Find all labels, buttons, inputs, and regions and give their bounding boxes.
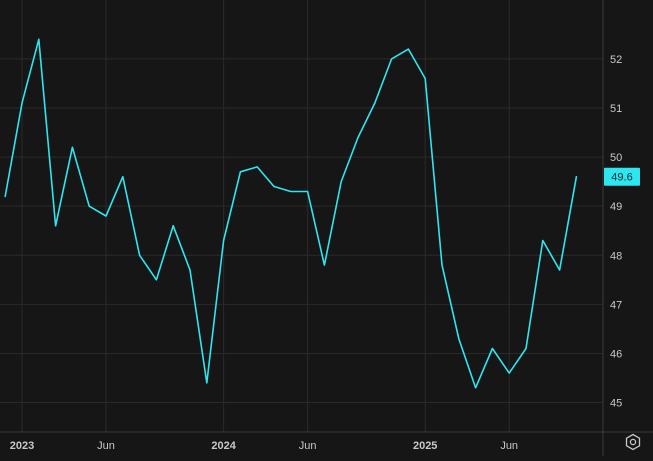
y-tick-label: 52 xyxy=(610,54,622,66)
x-tick-label: Jun xyxy=(500,440,518,452)
y-tick-label: 47 xyxy=(610,299,622,311)
y-tick-label: 46 xyxy=(610,348,622,360)
y-tick-label: 51 xyxy=(610,103,622,115)
settings-gear-icon[interactable] xyxy=(623,432,643,452)
y-tick-label: 45 xyxy=(610,398,622,410)
x-tick-label: Jun xyxy=(97,440,115,452)
x-tick-label: Jun xyxy=(299,440,317,452)
x-tick-label: 2023 xyxy=(10,440,34,452)
y-tick-label: 49 xyxy=(610,201,622,213)
last-value-badge xyxy=(604,167,640,186)
series-line xyxy=(4,38,578,389)
y-tick-label: 48 xyxy=(610,250,622,262)
x-tick-label: 2024 xyxy=(211,440,236,452)
y-tick-label: 50 xyxy=(610,152,622,164)
x-tick-label: 2025 xyxy=(413,440,437,452)
last-value-label: 49.6 xyxy=(611,172,632,184)
